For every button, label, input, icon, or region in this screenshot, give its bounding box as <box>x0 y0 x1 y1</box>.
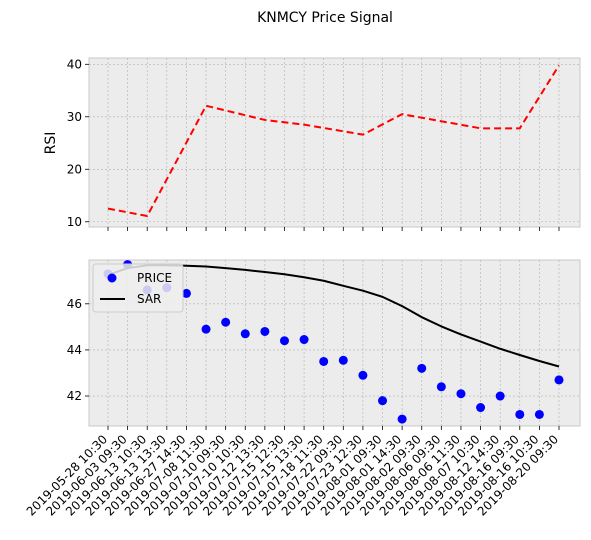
price-ytick-label: 44 <box>67 343 82 357</box>
price-point <box>378 396 388 406</box>
price-point <box>279 336 289 346</box>
rsi-ytick-label: 20 <box>67 162 82 176</box>
price-point <box>358 370 368 380</box>
price-point <box>436 382 446 392</box>
price-point <box>456 389 466 399</box>
rsi-ytick-label: 30 <box>67 110 82 124</box>
price-point <box>534 409 544 419</box>
rsi-series-line <box>107 64 560 217</box>
price-point <box>554 375 564 385</box>
rsi-panel: 10 20 30 40 RSI <box>43 57 581 231</box>
price-point <box>338 355 348 365</box>
price-point <box>515 409 525 419</box>
rsi-ytick-label: 40 <box>67 57 82 71</box>
price-ytick-label: 46 <box>67 297 82 311</box>
legend-sar-label: SAR <box>137 292 161 306</box>
legend: PRICE SAR <box>92 263 184 313</box>
rsi-plot-area <box>88 57 581 228</box>
price-point <box>299 335 309 345</box>
price-point <box>181 288 191 298</box>
price-point <box>417 363 427 373</box>
legend-price-label: PRICE <box>137 271 172 285</box>
price-point <box>495 391 505 401</box>
price-point <box>221 317 231 327</box>
price-point <box>260 326 270 336</box>
price-point <box>201 324 211 334</box>
price-point <box>476 403 486 413</box>
rsi-ytick-label: 10 <box>67 215 82 229</box>
price-point <box>397 414 407 424</box>
price-point <box>240 329 250 339</box>
price-ytick-label: 42 <box>67 389 82 403</box>
chart-title: KNMCY Price Signal <box>257 10 393 26</box>
price-point <box>319 356 329 366</box>
legend-price-marker <box>107 273 117 283</box>
rsi-axis-label: RSI <box>43 132 59 155</box>
